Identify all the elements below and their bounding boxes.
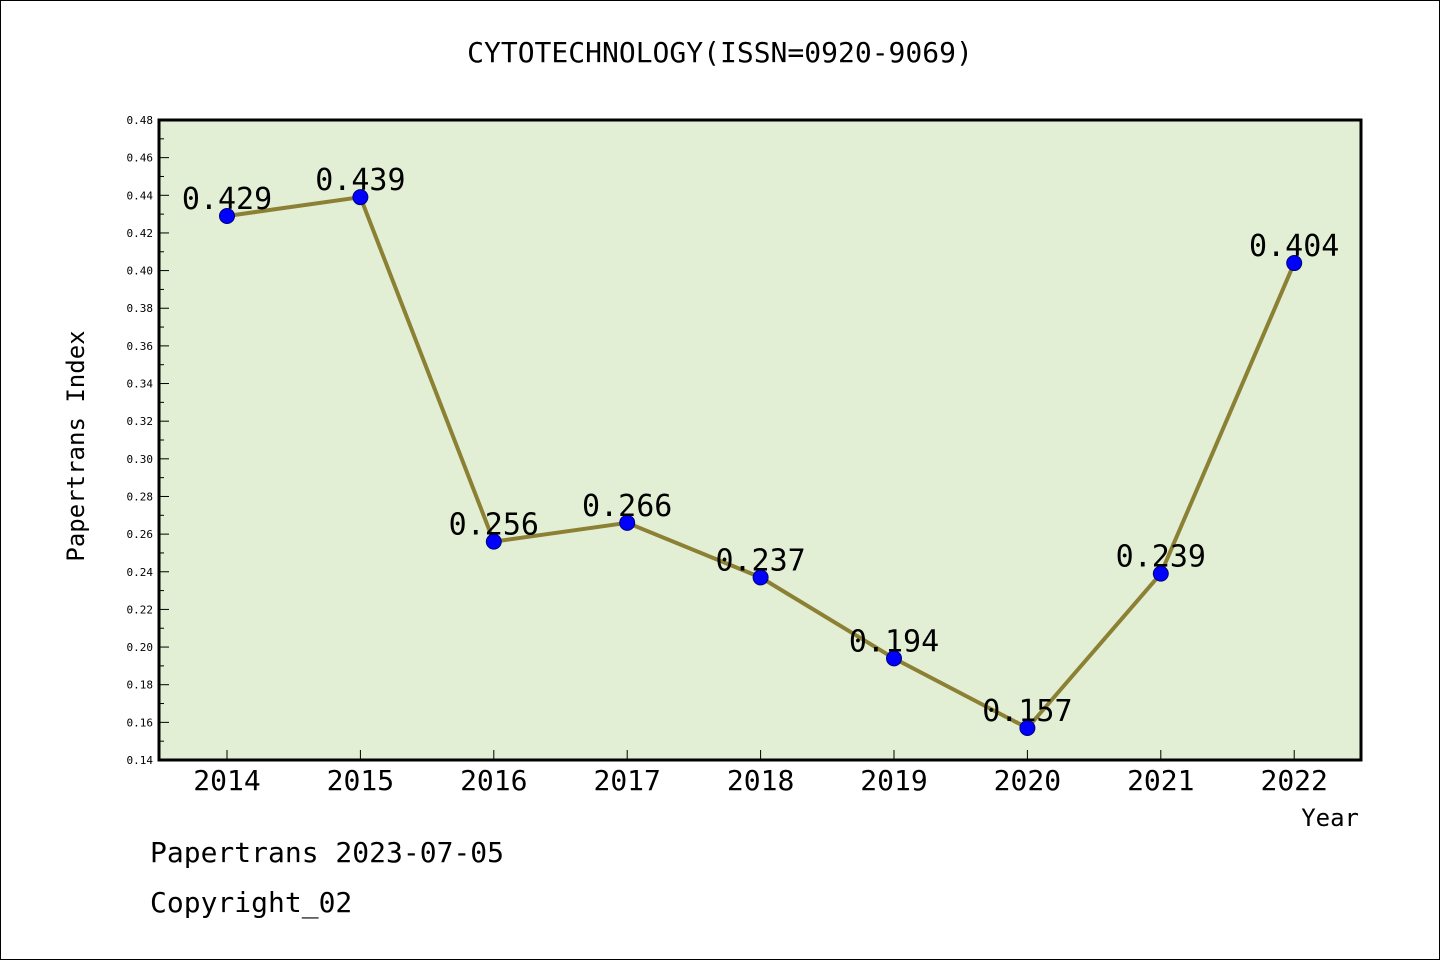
y-tick-label: 0.24	[127, 566, 154, 579]
data-point-marker	[1019, 720, 1036, 736]
data-label: 0.256	[449, 508, 539, 543]
data-point-marker	[886, 650, 902, 667]
x-tick-label: 2022	[1260, 764, 1327, 797]
data-point-marker	[1152, 565, 1169, 582]
plot-border	[157, 118, 1363, 762]
x-tick-label: 2016	[460, 764, 527, 797]
data-point-marker	[352, 189, 369, 206]
x-tick-label: 2020	[994, 764, 1061, 797]
data-point-marker	[219, 208, 235, 224]
x-axis-title: Year	[1301, 804, 1359, 832]
x-tick-label: 2021	[1127, 764, 1194, 797]
x-tick-label: 2014	[193, 764, 260, 797]
y-tick-label: 0.18	[127, 679, 154, 692]
data-label: 0.194	[849, 624, 939, 659]
x-tick-label: 2018	[727, 764, 794, 797]
data-point-marker	[485, 533, 502, 550]
y-tick-label: 0.16	[127, 716, 154, 729]
y-tick-label: 0.42	[127, 227, 154, 240]
data-label: 0.439	[315, 163, 405, 198]
footer-date: Papertrans 2023-07-05	[150, 836, 505, 869]
y-tick-label: 0.36	[127, 340, 154, 353]
data-label: 0.429	[182, 182, 272, 217]
data-label: 0.157	[982, 694, 1072, 729]
y-tick-label: 0.40	[127, 265, 154, 278]
footer-copyright: Copyright_02	[150, 886, 353, 919]
data-point-marker	[619, 514, 636, 531]
y-tick-label: 0.30	[127, 453, 154, 466]
plot-area	[159, 120, 1361, 760]
x-tick-label: 2017	[593, 764, 660, 797]
y-tick-label: 0.14	[127, 754, 154, 767]
y-tick-label: 0.22	[127, 603, 154, 616]
y-tick-label: 0.34	[127, 378, 154, 391]
y-tick-label: 0.46	[127, 152, 154, 165]
data-label: 0.237	[715, 543, 805, 578]
y-tick-label: 0.48	[127, 114, 154, 127]
y-tick-label: 0.20	[127, 641, 154, 654]
y-tick-label: 0.38	[127, 302, 154, 315]
x-tick-label: 2019	[860, 764, 927, 797]
data-label: 0.404	[1249, 229, 1339, 264]
y-axis-title: Papertrans Index	[62, 330, 90, 561]
y-tick-label: 0.28	[127, 490, 154, 503]
chart-title: CYTOTECHNOLOGY(ISSN=0920-9069)	[467, 36, 973, 69]
y-tick-label: 0.26	[127, 528, 154, 541]
x-tick-label: 2015	[327, 764, 394, 797]
data-point-marker	[752, 569, 769, 586]
data-label: 0.266	[582, 489, 672, 524]
data-point-marker	[1286, 255, 1303, 272]
y-tick-label: 0.32	[127, 415, 154, 428]
data-label: 0.239	[1116, 540, 1206, 575]
y-tick-label: 0.44	[127, 189, 154, 202]
